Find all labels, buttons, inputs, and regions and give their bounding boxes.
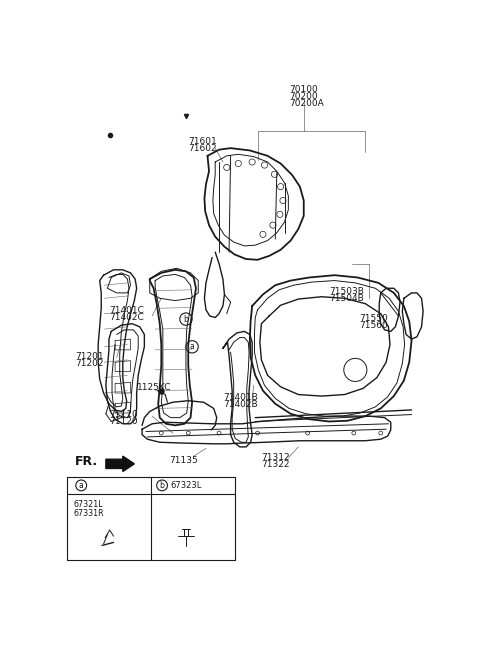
Text: 71120: 71120 xyxy=(110,417,138,426)
Text: 71135: 71135 xyxy=(169,456,198,465)
Text: 70200A: 70200A xyxy=(289,99,324,108)
Text: 71202: 71202 xyxy=(75,359,104,368)
Text: 71504B: 71504B xyxy=(329,294,364,303)
Text: 71550: 71550 xyxy=(359,313,388,323)
Text: 71322: 71322 xyxy=(262,460,290,469)
Text: 71402B: 71402B xyxy=(223,400,258,409)
Text: b: b xyxy=(160,481,165,490)
Text: 1125KC: 1125KC xyxy=(137,383,171,392)
Text: 71560: 71560 xyxy=(359,321,388,330)
Text: 67323L: 67323L xyxy=(170,481,202,490)
Text: 71312: 71312 xyxy=(262,453,290,462)
Text: 71401C: 71401C xyxy=(110,306,144,315)
Text: 70200: 70200 xyxy=(289,92,318,101)
Text: 71503B: 71503B xyxy=(329,286,364,296)
Text: b: b xyxy=(183,315,188,324)
Text: a: a xyxy=(79,481,84,490)
Text: 67321L: 67321L xyxy=(73,500,103,509)
Text: FR.: FR. xyxy=(75,455,98,468)
Text: 67331R: 67331R xyxy=(73,509,104,518)
Text: 71401B: 71401B xyxy=(223,393,258,402)
Text: 70100: 70100 xyxy=(289,85,318,94)
Text: 71601: 71601 xyxy=(188,137,217,146)
Text: 71602: 71602 xyxy=(188,143,217,152)
Text: 71201: 71201 xyxy=(75,352,104,361)
Polygon shape xyxy=(106,456,134,472)
Text: a: a xyxy=(190,342,194,351)
Text: 71110: 71110 xyxy=(110,410,138,419)
Text: 71402C: 71402C xyxy=(110,313,144,322)
